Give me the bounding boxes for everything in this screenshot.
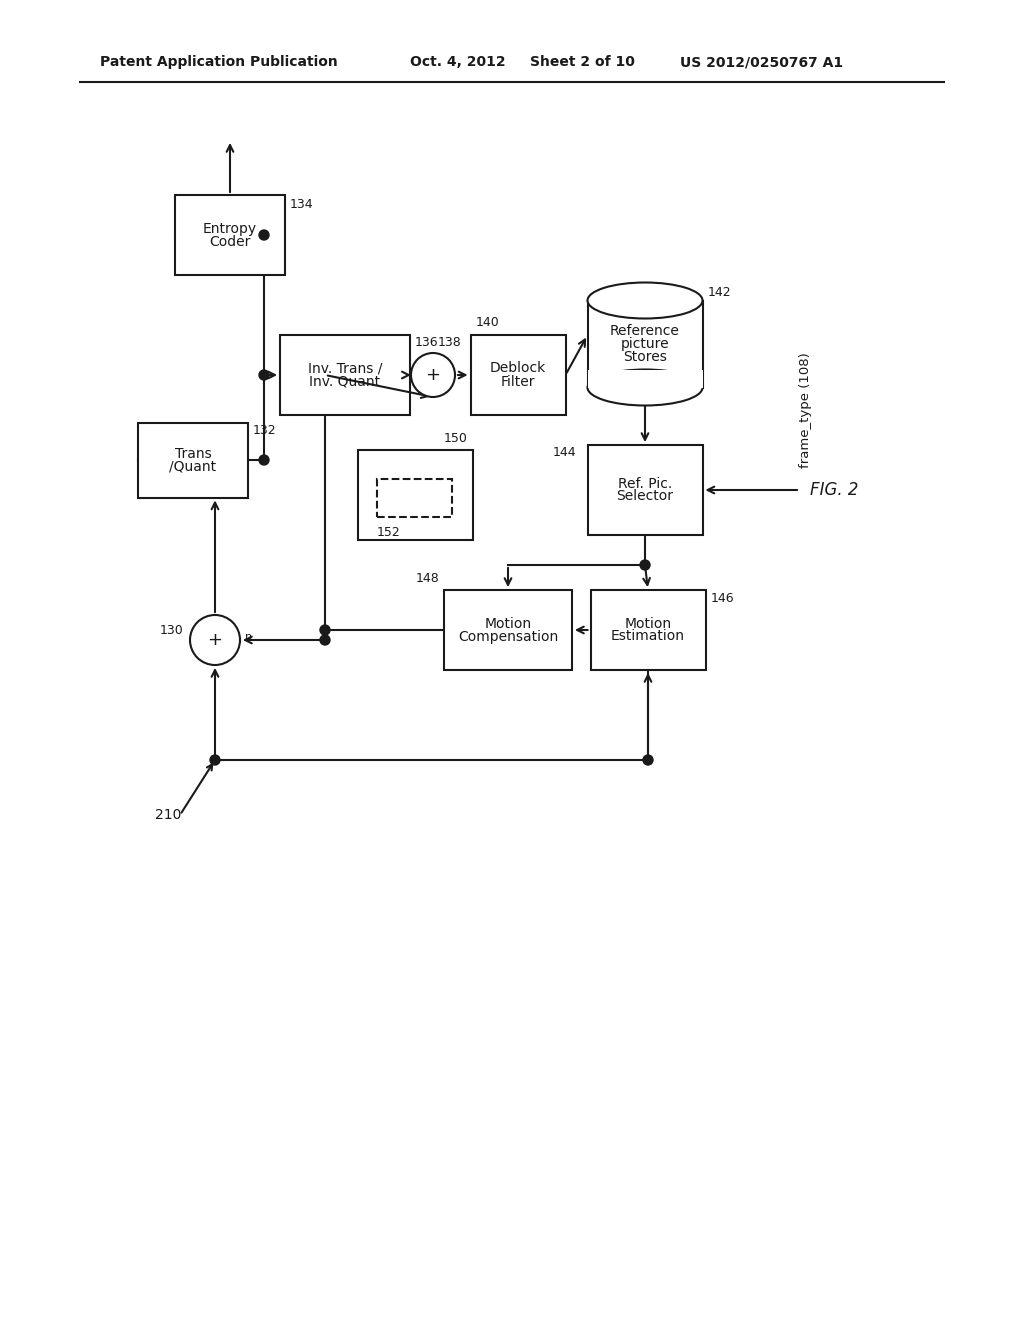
Text: picture: picture (621, 337, 670, 351)
Text: Sheet 2 of 10: Sheet 2 of 10 (530, 55, 635, 69)
Text: Trans: Trans (175, 446, 211, 461)
Circle shape (643, 755, 653, 766)
Text: 152: 152 (377, 527, 400, 540)
Circle shape (259, 455, 269, 465)
Text: 144: 144 (553, 446, 577, 459)
Text: 150: 150 (443, 432, 468, 445)
Text: FIG. 2: FIG. 2 (810, 480, 858, 499)
Text: Ref. Pic.: Ref. Pic. (617, 477, 672, 491)
Bar (377, 479, 452, 517)
Text: Selector: Selector (616, 490, 674, 503)
Text: Estimation: Estimation (611, 630, 685, 644)
Bar (588, 445, 702, 535)
Text: Deblock: Deblock (489, 362, 546, 375)
Text: n: n (245, 632, 252, 642)
Text: 140: 140 (475, 317, 500, 330)
Circle shape (319, 635, 330, 645)
Text: Inv. Trans /: Inv. Trans / (308, 362, 382, 375)
Text: US 2012/0250767 A1: US 2012/0250767 A1 (680, 55, 843, 69)
Text: Compensation: Compensation (458, 630, 558, 644)
Circle shape (190, 615, 240, 665)
Text: Inv. Quant: Inv. Quant (309, 375, 381, 388)
Text: Processor/: Processor/ (379, 482, 451, 495)
Text: 142: 142 (708, 286, 731, 300)
Bar (280, 335, 410, 414)
Bar (357, 450, 472, 540)
Text: frame_type (108): frame_type (108) (799, 352, 811, 467)
Bar (588, 301, 702, 388)
Bar (470, 335, 565, 414)
Circle shape (411, 352, 455, 397)
Text: Motion: Motion (625, 616, 672, 631)
Bar (175, 195, 285, 275)
Text: 210: 210 (155, 808, 181, 822)
Text: 136: 136 (415, 337, 438, 350)
Bar (138, 422, 248, 498)
Text: +: + (208, 631, 222, 649)
Text: 132: 132 (253, 424, 276, 437)
Text: 130: 130 (160, 623, 183, 636)
Circle shape (640, 560, 650, 570)
Circle shape (259, 370, 269, 380)
Text: Entropy: Entropy (203, 222, 257, 235)
Text: /Quant: /Quant (169, 459, 216, 474)
Text: Reference: Reference (610, 323, 680, 338)
Text: 146: 146 (711, 591, 734, 605)
Bar (444, 590, 572, 671)
Ellipse shape (588, 282, 702, 318)
Text: 138: 138 (438, 337, 462, 350)
Circle shape (319, 624, 330, 635)
Text: Motion: Motion (484, 616, 531, 631)
Text: Stores: Stores (623, 350, 667, 364)
Circle shape (210, 755, 220, 766)
Bar (588, 370, 702, 388)
Circle shape (259, 230, 269, 240)
Bar (591, 590, 706, 671)
Text: Oct. 4, 2012: Oct. 4, 2012 (410, 55, 506, 69)
Text: Controller: Controller (381, 495, 450, 508)
Text: Filter: Filter (501, 375, 536, 388)
Text: 134: 134 (290, 198, 313, 211)
Ellipse shape (588, 370, 702, 405)
Text: +: + (426, 366, 440, 384)
Text: Coder: Coder (209, 235, 251, 248)
Text: Patent Application Publication: Patent Application Publication (100, 55, 338, 69)
Text: 148: 148 (416, 572, 439, 585)
